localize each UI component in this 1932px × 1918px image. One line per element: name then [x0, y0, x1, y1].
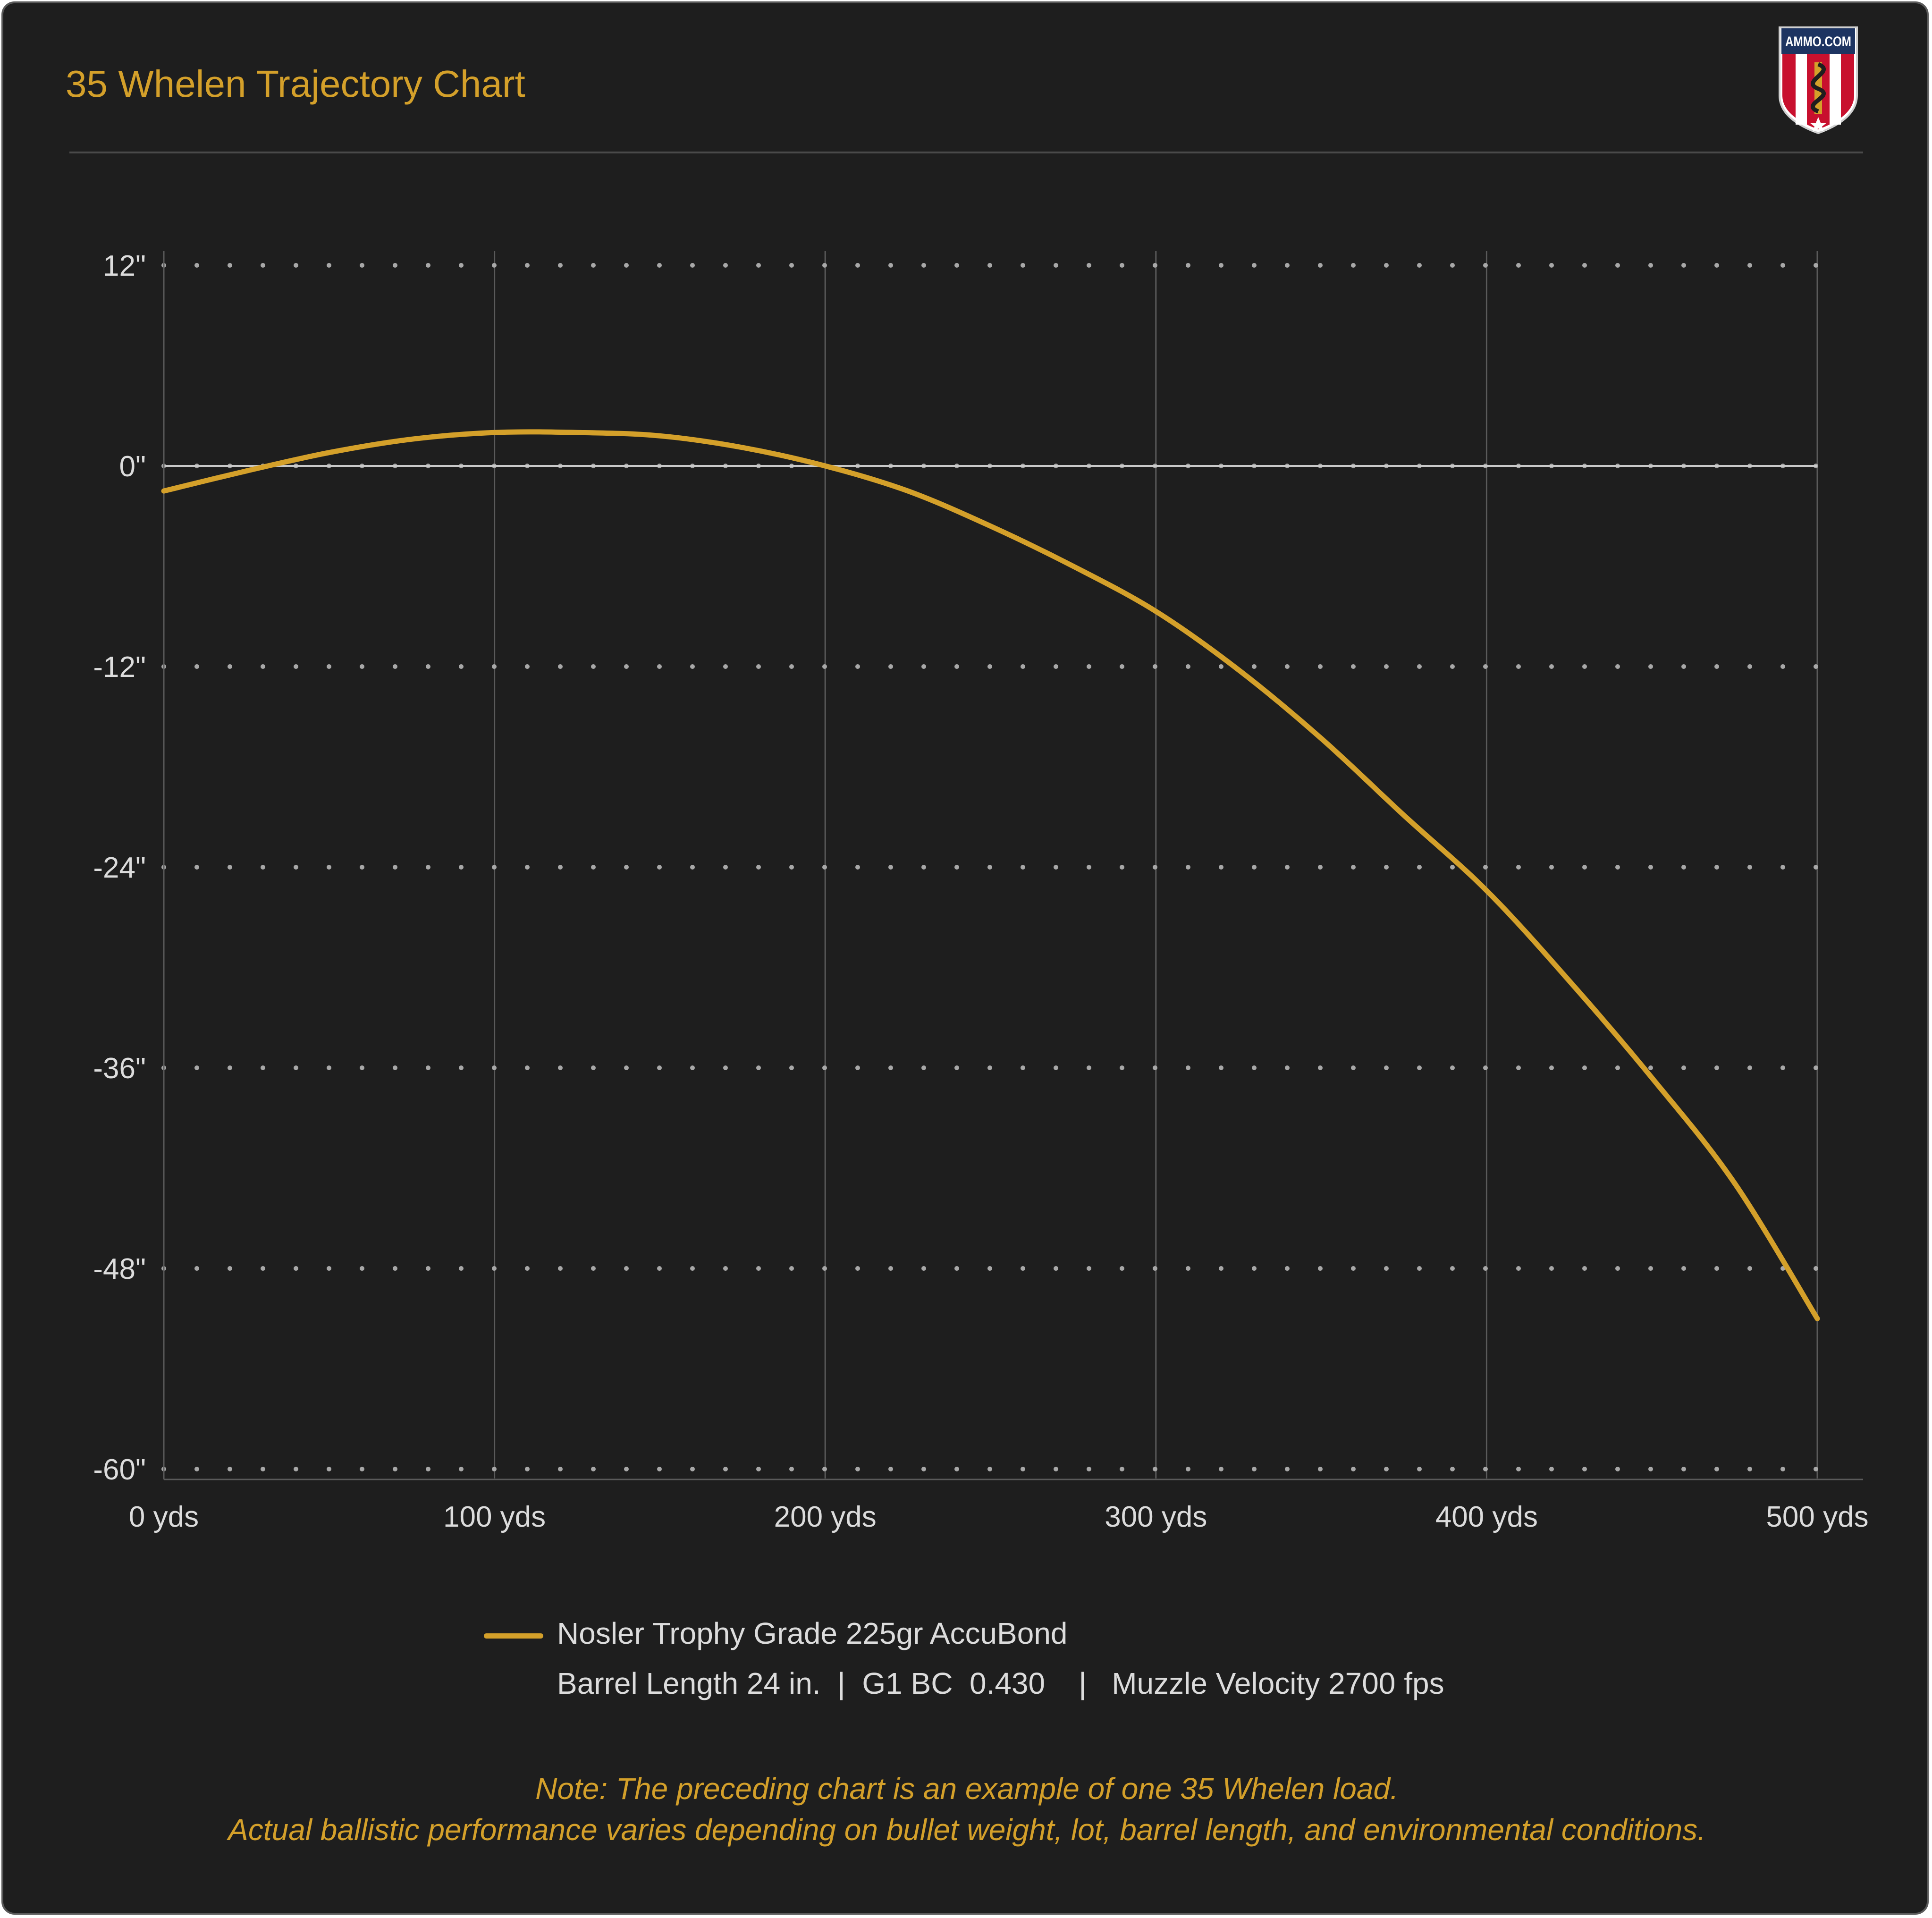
y-tick-label: 12" [103, 250, 146, 282]
y-tick-label: 0" [119, 450, 146, 483]
y-tick-label: -12" [93, 651, 146, 684]
tick-label-layer: 12" 0" -12" -24" -36" -48" -60" 0 yds 100 yds 200… [93, 250, 1868, 1533]
y-tick-label: -36" [93, 1052, 146, 1085]
note-line-1: Note: The preceding chart is an example … [535, 1772, 1399, 1806]
y-tick-label: -24" [93, 852, 146, 884]
series-layer [161, 429, 1820, 1321]
title-divider [69, 152, 1863, 153]
y-tick-label: -48" [93, 1253, 146, 1285]
note-line-2: Actual ballistic performance varies depe… [228, 1813, 1706, 1847]
x-tick-label: 300 yds [1105, 1501, 1207, 1533]
logo-text: AMMO.COM [1785, 34, 1851, 50]
ammo-logo: AMMO.COM [1779, 26, 1858, 135]
x-tick-label: 100 yds [443, 1501, 546, 1533]
y-tick-label: -60" [93, 1453, 146, 1486]
x-tick-label: 500 yds [1766, 1501, 1868, 1533]
legend-specs: Barrel Length 24 in. | G1 BC 0.430 | Muz… [557, 1666, 1444, 1700]
trajectory-chart: 12" 0" -12" -24" -36" -48" -60" 0 yds 100 yds 200… [93, 250, 1868, 1533]
legend-series-name: Nosler Trophy Grade 225gr AccuBond [557, 1616, 1068, 1650]
x-tick-label: 400 yds [1435, 1501, 1538, 1533]
axis-layer [163, 251, 1863, 1480]
chart-title: 35 Whelen Trajectory Chart [66, 63, 525, 105]
series-line [161, 429, 1820, 1321]
x-tick-label: 200 yds [774, 1501, 877, 1533]
x-tick-label: 0 yds [129, 1501, 199, 1533]
grid-layer [161, 251, 1820, 1479]
legend-swatch [484, 1633, 543, 1639]
